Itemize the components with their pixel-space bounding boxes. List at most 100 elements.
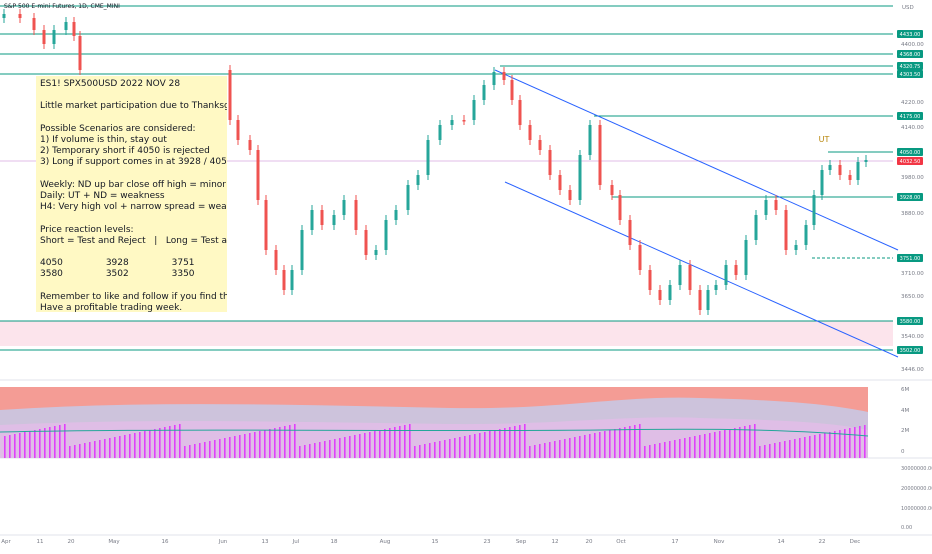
volume-bar [634,425,636,458]
volume-bar [784,441,786,458]
level-tag-label: 4433.00 [900,32,921,38]
volume-bar [759,446,761,458]
volume-bar [619,428,621,458]
volume-bar [84,443,86,458]
volume-bar [74,445,76,458]
volume-bar [164,427,166,458]
price-tick-label: 3540.00 [901,334,924,340]
volume-bar [129,434,131,458]
candle-body [528,125,532,140]
time-axis-label: 14 [778,539,785,545]
symbol-title: S&P 500 E-mini Futures, 1D, CME_MINI [4,3,120,10]
volume-bar [849,428,851,458]
volume-bar [294,424,296,458]
volume-bar [19,433,21,458]
volume-bar [839,430,841,458]
time-axis-label: 11 [37,539,44,545]
candle-body [548,150,552,175]
volume-bar [504,428,506,458]
level-tag-label: 3928.00 [900,195,921,201]
volume-bar [139,432,141,458]
volume-bar [259,431,261,458]
candle-body [804,225,808,245]
volume-bar [659,443,661,458]
candle-body [2,14,6,18]
volume-bar [834,431,836,458]
candle-body [744,240,748,275]
volume-bar [664,442,666,458]
candle-body [510,80,514,100]
level-tag-label: 4368.00 [900,52,921,58]
candle-body [502,72,506,80]
volume-bar [104,439,106,458]
volume-bar [494,430,496,458]
volume-bar [159,428,161,458]
candle-body [256,150,260,200]
candle-body [578,155,582,200]
volume-bar [384,429,386,458]
volume-bar [679,439,681,458]
volume-bar [304,445,306,458]
volume-bar [409,424,411,458]
candle-body [462,120,466,122]
volume-bar [214,440,216,458]
volume-bar [524,424,526,458]
volume-bar [654,444,656,458]
candle-body [610,185,614,195]
volume-bar [564,439,566,458]
volume-bar [94,441,96,458]
volume-bar [394,427,396,458]
candle-body [320,210,324,225]
time-axis-label: 12 [552,539,559,545]
volume-bar [529,446,531,458]
candle-body [558,175,562,190]
volume-bar [824,433,826,458]
volume-bar [64,424,66,458]
volume-bar [389,428,391,458]
candle-body [426,140,430,175]
volume-bar [269,429,271,458]
candle-body [310,210,314,230]
volume-bar [124,435,126,458]
volume-bar [24,432,26,458]
candle-body [274,250,278,270]
candle-body [450,120,454,125]
candle-body [72,22,76,36]
level-tag [897,112,923,120]
volume-bar [639,424,641,458]
volume-bar [519,425,521,458]
volume-tick-label: 0 [901,449,905,455]
volume-bar [479,433,481,458]
level-tag-label: 4175.00 [900,114,921,120]
volume-bar [354,435,356,458]
candle-body [518,100,522,125]
volume-bar [4,436,6,458]
volume-bar [689,437,691,458]
level-tag-label: 4032.50 [900,159,921,165]
volume-bar [29,431,31,458]
candle-body [492,72,496,85]
candle-body [794,245,798,250]
level-tag-label: 4320.75 [900,64,921,70]
volume-bar [629,426,631,458]
price-tick-label: 3446.00 [901,367,924,373]
price-tick-label: 4140.00 [901,125,924,131]
level-tag [897,30,923,38]
volume-bar [109,438,111,458]
candle-body [264,200,268,250]
candle-body [416,175,420,185]
volume-bar [704,434,706,458]
level-tag-label: 3751.00 [900,256,921,262]
volume-bar [404,425,406,458]
volume-bar [624,427,626,458]
volume-bar [319,442,321,458]
volume-bar [799,438,801,458]
volume-bar [554,441,556,458]
volume-bar [434,442,436,458]
candle-body [282,270,286,290]
level-tag [897,346,923,354]
volume-bar [584,435,586,458]
volume-bar [189,445,191,458]
